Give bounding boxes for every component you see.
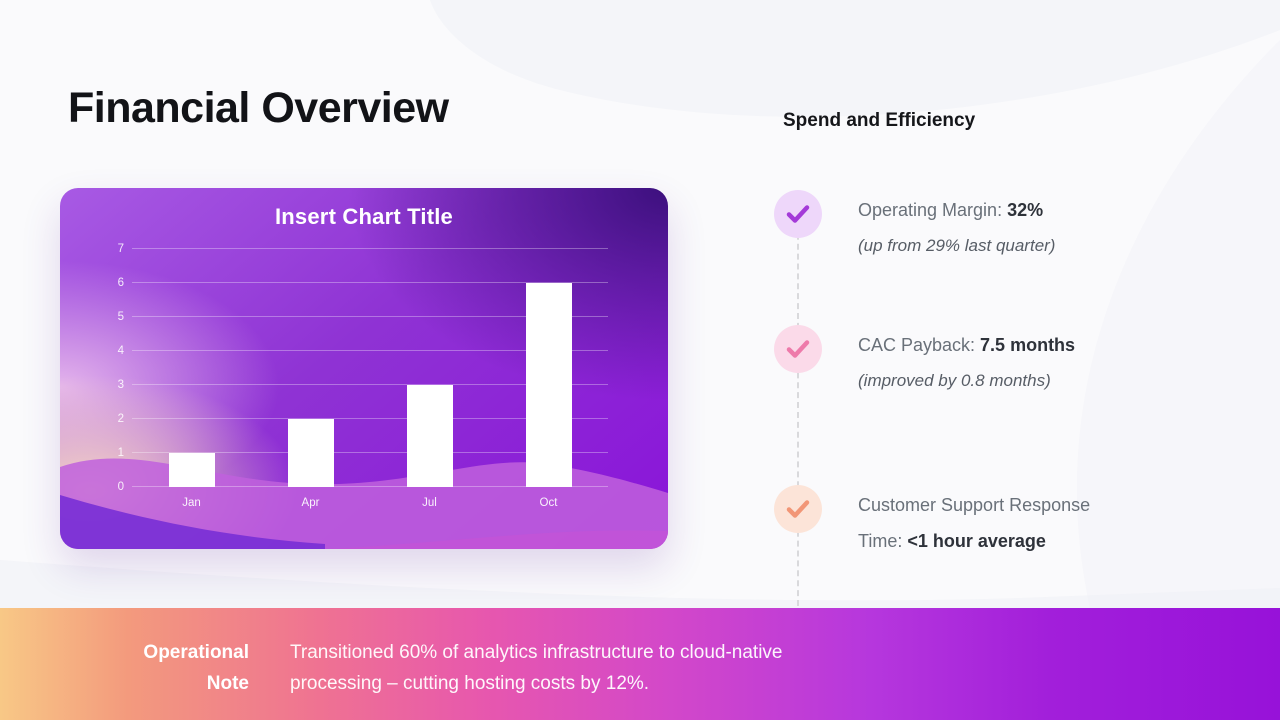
footer-label-line: Note (206, 673, 249, 694)
page-title: Financial Overview (68, 84, 449, 132)
item-value: <1 hour average (907, 531, 1046, 551)
footer-label-line: Operational (143, 642, 249, 663)
gridline (132, 452, 608, 453)
footer-body-line: Transitioned 60% of analytics infrastruc… (290, 642, 783, 663)
bar-jul (406, 385, 453, 487)
x-tick-label: Apr (301, 497, 320, 509)
y-tick-label: 4 (117, 345, 124, 357)
gridline (132, 248, 608, 249)
chart-title[interactable]: Insert Chart Title (274, 204, 453, 229)
footer-banner (0, 608, 1280, 720)
gridline (132, 418, 608, 419)
x-tick-label: Jan (182, 497, 201, 509)
chart-card[interactable]: Insert Chart Title 0 1 2 3 4 5 6 7 Jan Apr Jul Oct (60, 188, 668, 549)
gridline (132, 350, 608, 351)
item-text: CAC Payback: 7.5 months (improved by 0.8… (858, 327, 1123, 399)
check-icon (774, 190, 822, 238)
x-tick-label: Oct (539, 497, 558, 509)
y-tick-label: 1 (117, 447, 124, 459)
y-tick-label: 5 (117, 311, 124, 323)
x-tick-label: Jul (422, 497, 437, 509)
item-value: 32% (1007, 200, 1044, 220)
item-label: Operating Margin: (858, 200, 1008, 220)
y-tick-label: 6 (117, 277, 124, 289)
bar-apr (287, 419, 334, 487)
gridline (132, 486, 608, 487)
bar-chart: 0 1 2 3 4 5 6 7 Jan Apr Jul Oct (118, 243, 608, 509)
footer-note-text: Transitioned 60% of analytics infrastruc… (290, 637, 890, 699)
item-text: Customer Support Response Time: <1 hour … (858, 487, 1123, 559)
bar-jan (168, 453, 215, 487)
y-tick-label: 0 (117, 481, 124, 493)
y-tick-label: 7 (117, 243, 124, 255)
footer-label: Operational Note (98, 637, 249, 699)
item-note: (up from 29% last quarter) (858, 236, 1056, 255)
item-label: Customer Support Response Time: (858, 495, 1091, 551)
item-value: 7.5 months (980, 335, 1076, 355)
item-label: CAC Payback: (858, 335, 981, 355)
panel-heading: Spend and Efficiency (783, 110, 976, 131)
y-tick-label: 2 (117, 413, 124, 425)
check-icon (774, 485, 822, 533)
bar-oct (525, 283, 572, 487)
gridline (132, 384, 608, 385)
gridline (132, 316, 608, 317)
item-text: Operating Margin: 32% (up from 29% last … (858, 192, 1123, 264)
footer-body-line: processing – cutting hosting costs by 12… (290, 673, 650, 694)
y-tick-label: 3 (117, 379, 124, 391)
timeline-dashed-connector (797, 214, 799, 606)
check-icon (774, 325, 822, 373)
item-note: (improved by 0.8 months) (858, 371, 1051, 390)
gridline (132, 282, 608, 283)
